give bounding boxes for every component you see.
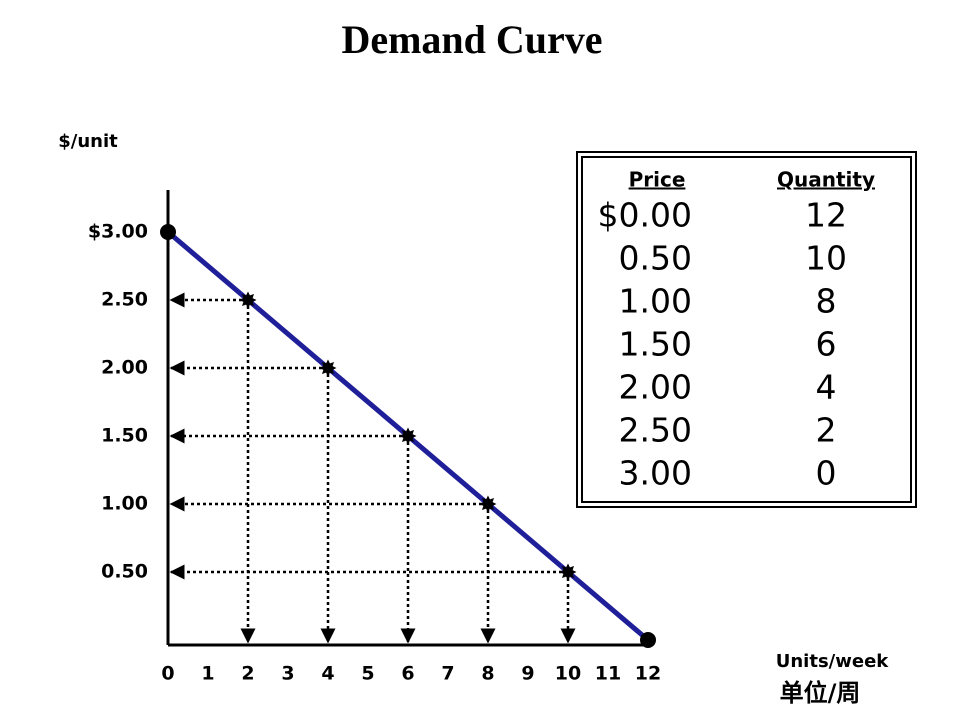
- x-tick-label: 6: [401, 663, 414, 685]
- x-tick-label: 2: [241, 663, 254, 685]
- x-tick-label: 11: [595, 663, 621, 685]
- point: [239, 291, 257, 309]
- table-header: Price: [629, 168, 686, 192]
- point: [479, 495, 497, 513]
- x-tick-label: 8: [481, 663, 494, 685]
- x-tick-label: 7: [441, 663, 454, 685]
- table-cell: 6: [816, 325, 837, 364]
- table-cell: 0: [816, 454, 837, 493]
- table-cell: 3.00: [619, 454, 692, 493]
- table-border: [581, 156, 912, 503]
- table-cell: 2.50: [619, 411, 692, 450]
- y-tick-label: 2.50: [101, 289, 148, 311]
- table-cell: 4: [816, 368, 837, 407]
- x-tick-label: 4: [321, 663, 334, 685]
- table-cell: 1.00: [619, 282, 692, 321]
- chart-title: Demand Curve: [341, 17, 602, 62]
- x-tick-label: 10: [555, 663, 581, 685]
- x-tick-label: 5: [361, 663, 374, 685]
- x-tick-label: 0: [161, 663, 174, 685]
- table-cell: 1.50: [619, 325, 692, 364]
- table-cell: 2.00: [619, 368, 692, 407]
- x-tick-label: 12: [635, 663, 661, 685]
- point: [559, 563, 577, 581]
- table-cell: $0.00: [598, 196, 692, 235]
- x-axis-label: 单位/周: [780, 679, 861, 707]
- y-tick-label: 1.50: [101, 425, 148, 447]
- x-tick-label: 1: [201, 663, 214, 685]
- y-tick-label: 0.50: [101, 561, 148, 583]
- point: [160, 224, 176, 240]
- x-axis-label: Units/week: [776, 651, 890, 672]
- y-tick-label: $3.00: [88, 221, 148, 243]
- y-tick-label: 1.00: [101, 493, 148, 515]
- table-cell: 0.50: [619, 239, 692, 278]
- x-tick-label: 3: [281, 663, 294, 685]
- table-cell: 8: [816, 282, 837, 321]
- point: [640, 632, 656, 648]
- y-tick-label: 2.00: [101, 357, 148, 379]
- point: [399, 427, 417, 445]
- table-cell: 12: [805, 196, 847, 235]
- x-tick-label: 9: [521, 663, 534, 685]
- table-cell: 2: [816, 411, 837, 450]
- table-cell: 10: [805, 239, 847, 278]
- table-border: [576, 151, 917, 508]
- table-header: Quantity: [777, 168, 875, 192]
- y-axis-label: $/unit: [58, 131, 118, 152]
- point: [319, 359, 337, 377]
